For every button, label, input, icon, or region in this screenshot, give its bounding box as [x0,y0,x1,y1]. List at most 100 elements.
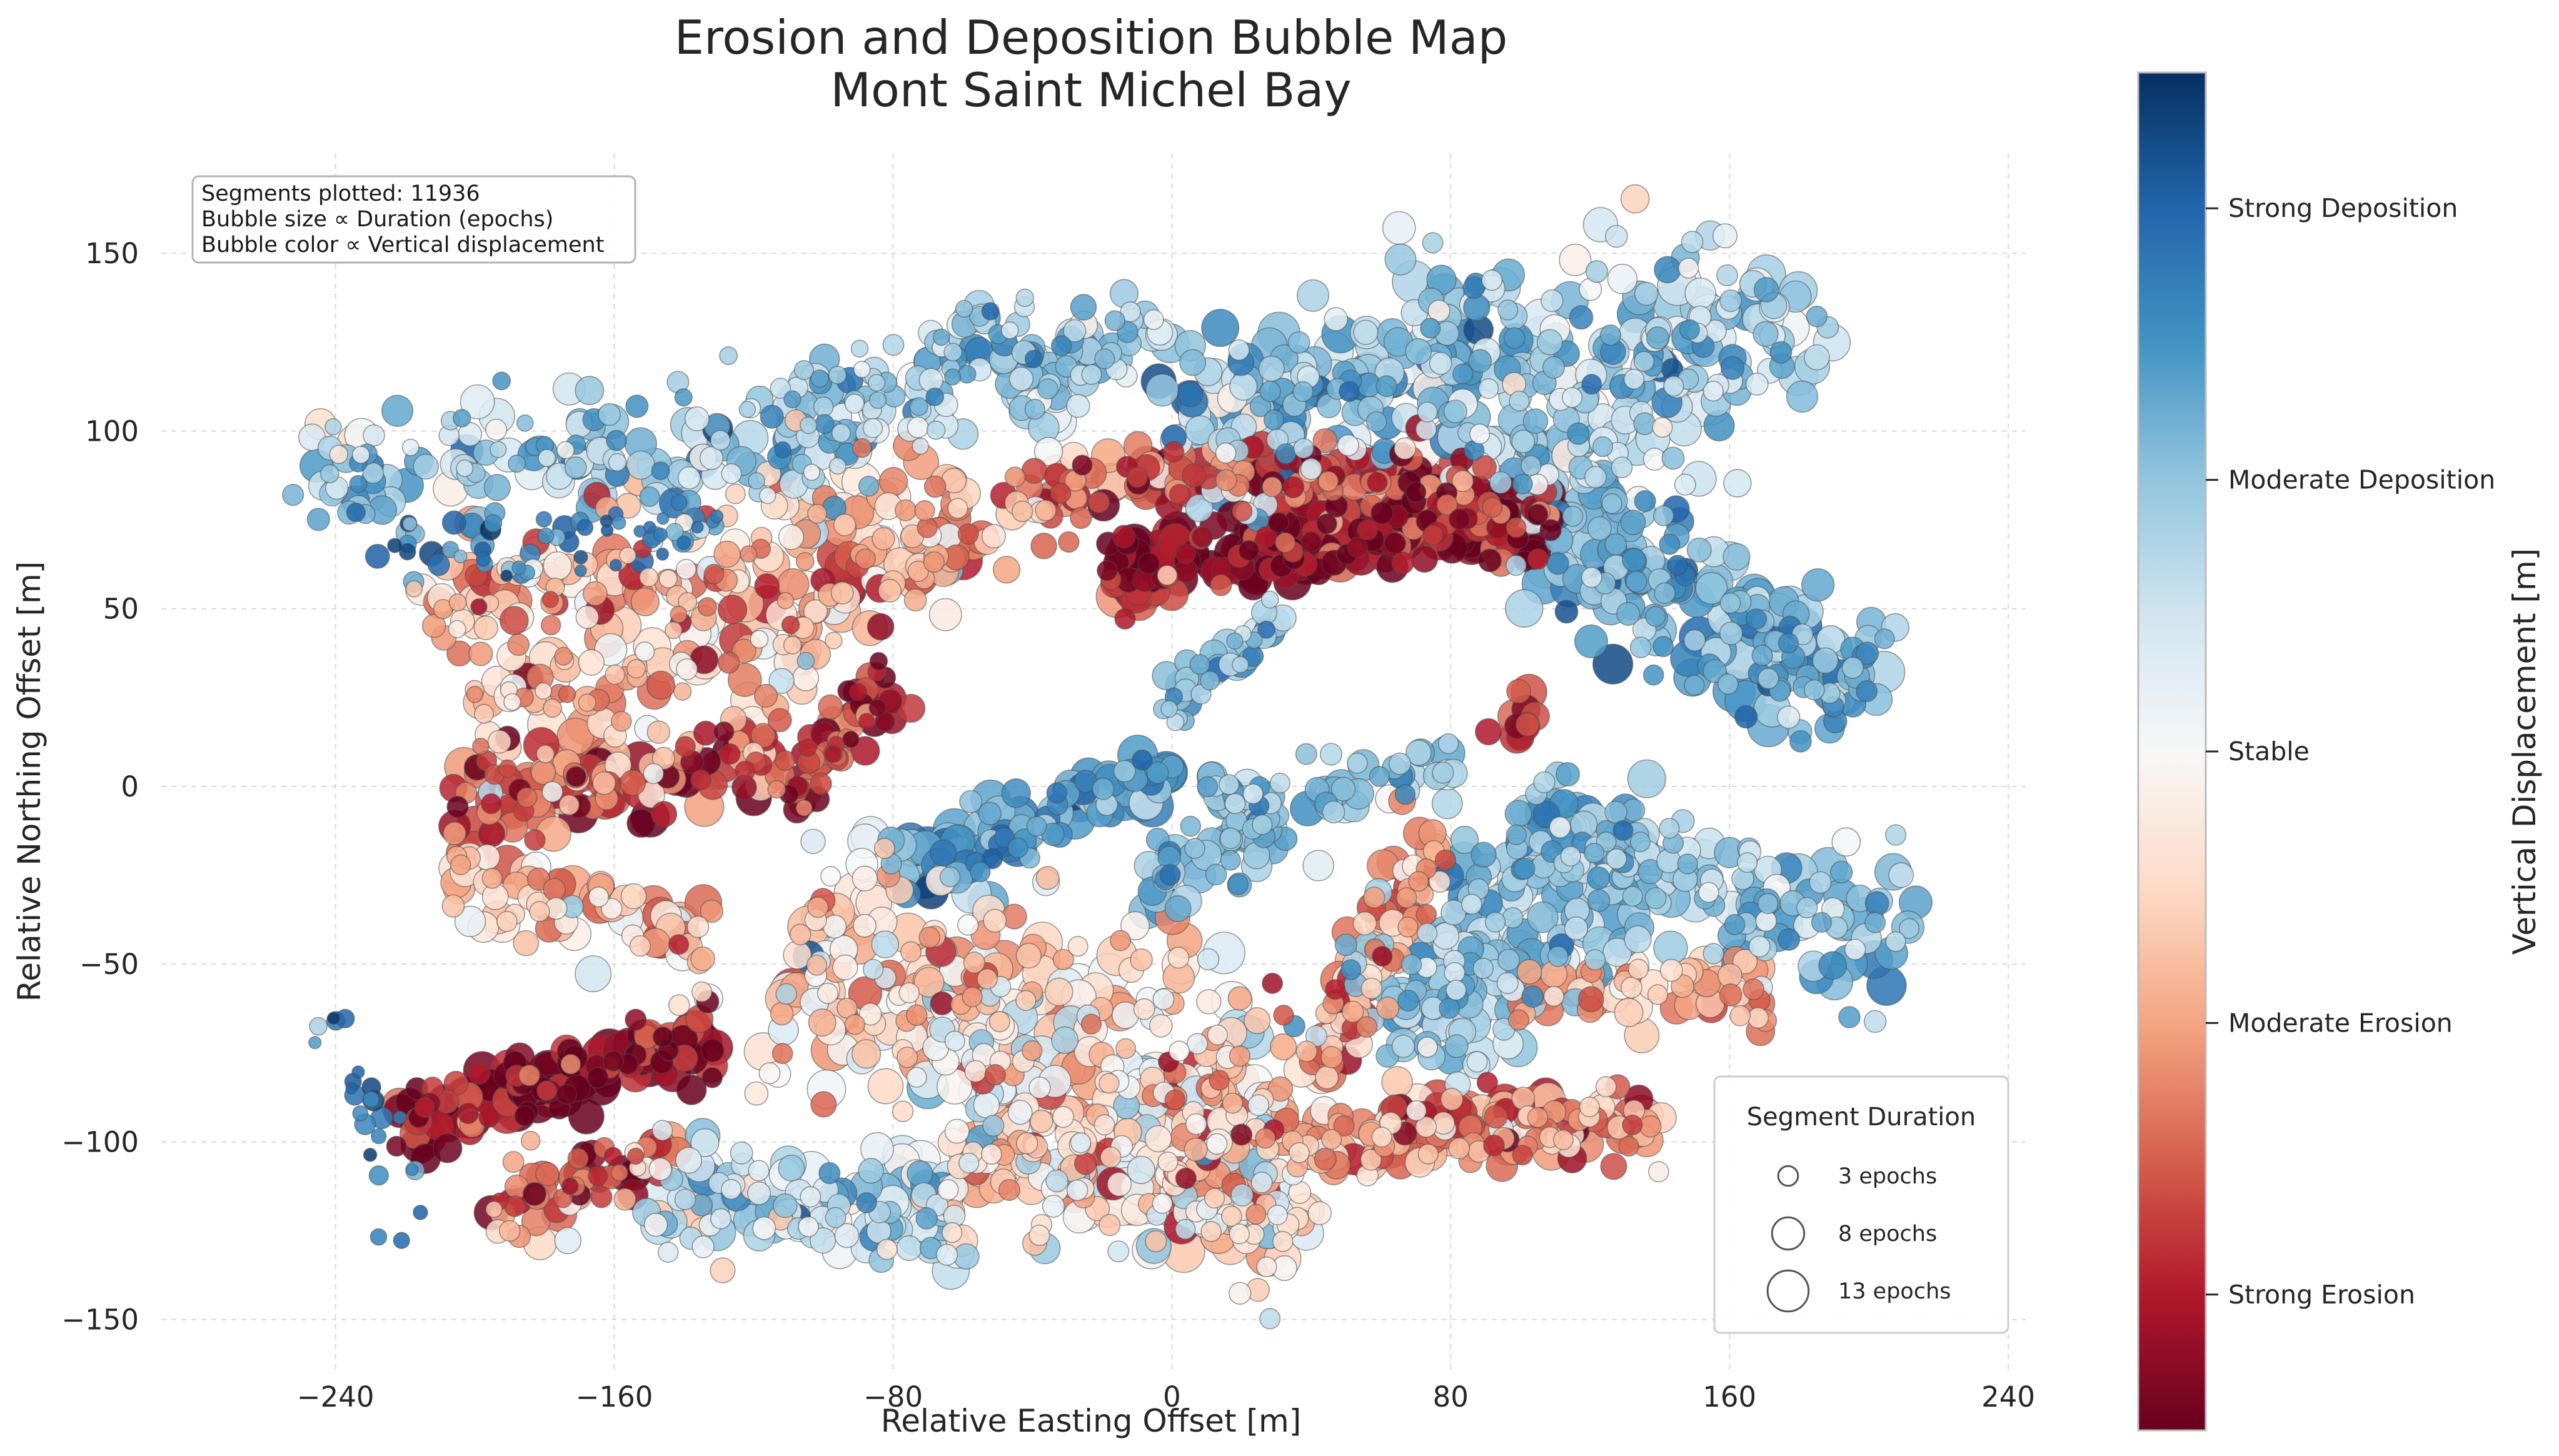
bubble [814,414,835,434]
bubble [777,591,795,610]
bubble [1330,776,1356,801]
info-box-line-2: Bubble size ∝ Duration (epochs) [201,207,553,232]
bubble [1625,570,1647,593]
bubble [825,631,843,650]
bubble [684,406,710,431]
bubble [658,569,678,589]
bubble [1184,1137,1208,1162]
bubble [1307,1201,1332,1225]
bubble [1186,1033,1209,1055]
bubble [1158,534,1179,555]
bubble [1238,540,1260,561]
bubble [1273,1005,1294,1026]
bubble [1024,349,1043,368]
bubble [625,1008,647,1031]
bubble [1127,466,1149,488]
bubble [1275,443,1297,464]
bubble [701,1067,723,1088]
x-tick-label: 160 [1702,1380,1756,1413]
bubble [453,409,471,428]
bubble [1287,331,1310,354]
bubble [810,369,829,388]
bubble [1742,978,1765,1000]
bubble [914,500,935,521]
bubble [454,905,486,938]
bubble [1260,590,1279,609]
bubble [1391,1034,1415,1058]
bubble [1654,256,1681,284]
bubble [1175,1167,1197,1190]
bubble [613,1188,636,1211]
bubble [1831,827,1861,857]
bubble [1230,1183,1254,1207]
bubble [1592,643,1634,685]
bubble [1149,1014,1173,1038]
bubble [710,1208,732,1230]
bubble [710,510,724,523]
bubble [1471,841,1497,868]
bubble [1113,760,1136,783]
bubble [1428,870,1451,893]
bubble [535,1162,560,1187]
bubble [1227,986,1252,1011]
bubble [1408,871,1429,892]
bubble [1269,1033,1297,1061]
bubble [807,503,828,524]
y-tick-label: −150 [61,1303,139,1337]
bubble [653,527,668,542]
bubble [1719,621,1743,646]
bubble [1073,1152,1097,1175]
bubble [1132,749,1153,771]
bubble [907,1160,933,1187]
bubble [1035,866,1060,890]
bubble [1250,1172,1273,1193]
bubble [1801,568,1835,602]
bubble [514,1105,536,1127]
bubble [475,551,491,567]
bubble [1602,937,1632,967]
bubble [1686,537,1712,563]
bubble [646,720,671,744]
bubble [503,693,521,711]
bubble [1185,415,1215,445]
bubble [456,459,474,477]
bubble [691,520,704,534]
bubble [1395,887,1417,909]
bubble [324,418,342,436]
bubble [1466,1051,1488,1073]
bubble [1885,931,1906,952]
bubble [730,1141,753,1165]
bubble [872,527,895,551]
bubble [1232,500,1253,522]
bubble [543,551,573,581]
bubble [1389,752,1412,775]
bubble [1633,351,1655,372]
bubble [651,461,670,480]
bubble [803,463,821,481]
bubble [828,366,847,384]
info-box: Segments plotted: 11936 Bubble size ∝ Du… [191,175,636,264]
bubble [402,516,418,531]
bubble [1721,356,1745,380]
bubble [1066,1179,1088,1202]
bubble [1267,1076,1294,1102]
bubble [753,683,778,708]
bubble [1722,543,1751,571]
bubble [1472,958,1494,979]
bubble [620,770,646,796]
bubble [1058,531,1080,553]
bubble [1527,503,1549,525]
bubble [1652,416,1673,438]
bubble [351,1065,365,1079]
bubble [855,548,877,570]
bubble [1436,494,1458,516]
bubble [381,394,414,427]
bubble [691,981,713,1003]
bubble [892,1100,914,1122]
bubble [862,418,883,438]
bubble [798,1216,819,1238]
bubble [1885,824,1907,846]
bubble [1259,380,1281,403]
bubble [1481,269,1503,291]
